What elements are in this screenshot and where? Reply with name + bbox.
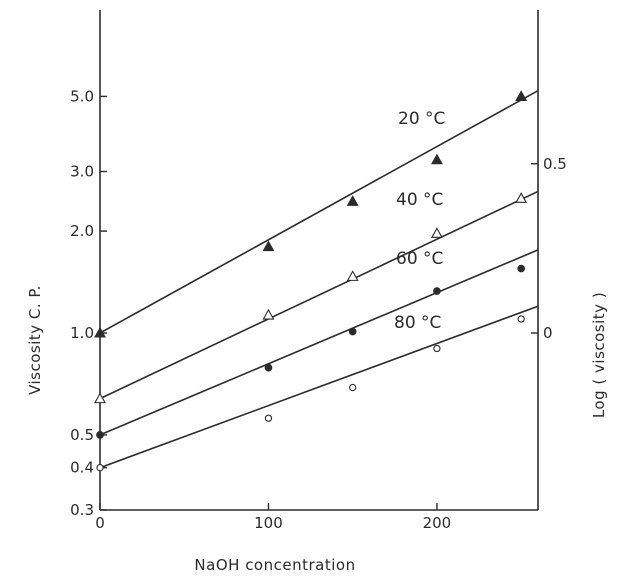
- series-label: 60 °C: [396, 249, 443, 269]
- fit-lines: [99, 89, 539, 469]
- x-axis-title: NaOH concentration: [194, 556, 355, 574]
- data-point: [94, 326, 106, 338]
- data-point: [346, 195, 359, 206]
- series-labels: 20 °C 40 °C 60 °C 80 °C: [394, 109, 445, 333]
- data-point: [96, 464, 104, 472]
- data-point: [433, 344, 441, 353]
- data-point: [94, 392, 106, 404]
- data-point: [517, 264, 526, 273]
- y-tick-label: 1.0: [70, 324, 94, 342]
- series-label: 20 °C: [398, 109, 445, 129]
- y2-axis-title: Log ( viscosity ): [590, 292, 608, 418]
- data-points: [94, 90, 528, 472]
- series-line: [99, 305, 539, 469]
- y-axis-ticks: 0.3 0.4 0.5 1.0 2.0 3.0 5.0: [70, 87, 107, 519]
- data-point: [430, 227, 443, 238]
- data-point: [264, 363, 273, 372]
- data-point: [96, 431, 104, 439]
- data-point: [262, 308, 275, 320]
- data-point: [517, 315, 525, 323]
- series-line: [99, 190, 539, 400]
- series-label: 80 °C: [394, 313, 441, 333]
- y2-tick-label: 0.5: [543, 155, 567, 173]
- data-point: [430, 153, 443, 165]
- x-tick-label: 0: [95, 514, 105, 532]
- series-line: [99, 89, 539, 334]
- y2-tick-label: 0: [543, 324, 553, 342]
- y-tick-label: 5.0: [70, 87, 94, 105]
- y-tick-label: 3.0: [70, 163, 94, 181]
- data-point: [262, 240, 275, 252]
- data-point: [349, 383, 357, 392]
- data-point: [348, 327, 357, 336]
- data-point: [515, 90, 528, 101]
- data-point: [515, 192, 528, 203]
- series-label: 40 °C: [396, 190, 443, 210]
- y-tick-label: 0.5: [70, 426, 94, 444]
- y-axis-title: Viscosity C. P.: [26, 285, 44, 395]
- data-point: [264, 414, 273, 422]
- data-point: [346, 270, 359, 281]
- y-tick-label: 2.0: [70, 222, 94, 240]
- x-tick-label: 200: [423, 514, 452, 532]
- series-line: [99, 249, 539, 436]
- y-tick-label: 0.3: [70, 501, 94, 519]
- axes-frame: [99, 10, 539, 511]
- y2-axis-ticks: 00.5: [531, 155, 567, 342]
- y-tick-label: 0.4: [70, 459, 94, 477]
- x-axis-ticks: 0 100 200: [95, 503, 451, 532]
- data-point: [433, 287, 441, 295]
- x-tick-label: 100: [254, 514, 283, 532]
